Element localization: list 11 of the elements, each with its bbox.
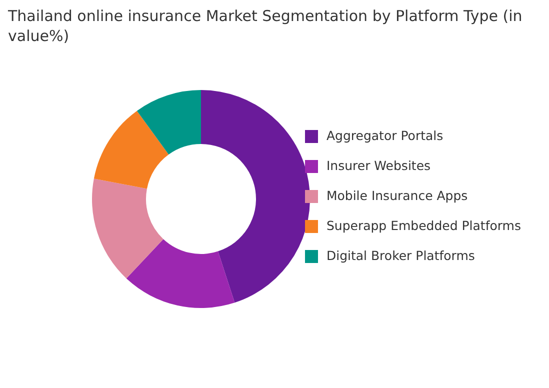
legend-label: Insurer Websites bbox=[326, 158, 431, 173]
donut-slice bbox=[126, 239, 235, 308]
donut-slice bbox=[92, 178, 164, 278]
legend-label: Aggregator Portals bbox=[326, 128, 444, 143]
legend-label: Mobile Insurance Apps bbox=[326, 188, 468, 203]
legend-label: Superapp Embedded Platforms bbox=[326, 218, 521, 233]
donut-slice bbox=[201, 90, 310, 303]
donut-slice bbox=[94, 110, 169, 189]
chart-title: Thailand online insurance Market Segmentation by Platform Type (in value%) bbox=[8, 6, 524, 46]
donut-slice bbox=[136, 90, 201, 155]
legend-label: Digital Broker Platforms bbox=[326, 248, 475, 263]
